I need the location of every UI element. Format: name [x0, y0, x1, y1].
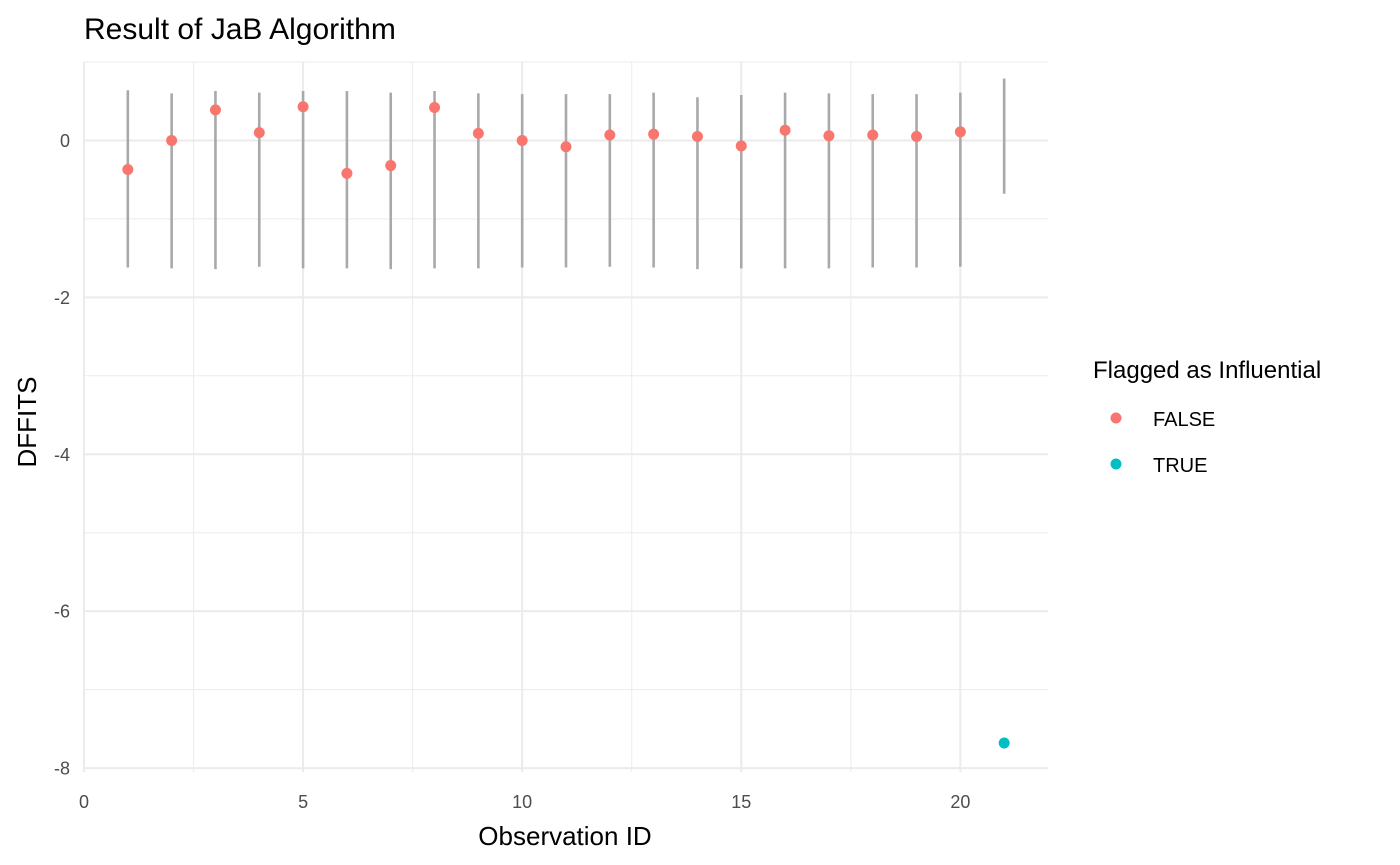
data-point [472, 127, 484, 139]
data-point [429, 102, 441, 114]
x-tick-label: 0 [79, 792, 89, 812]
x-axis-label: Observation ID [478, 821, 651, 851]
data-point [998, 737, 1010, 749]
chart-title: Result of JaB Algorithm [84, 13, 396, 46]
y-tick-label: -2 [54, 288, 70, 308]
data-point [297, 101, 309, 113]
x-tick-label: 20 [950, 792, 970, 812]
x-tick-label: 10 [512, 792, 532, 812]
interval-lines [126, 78, 1006, 270]
data-point [648, 128, 660, 140]
data-point [560, 141, 572, 153]
data-point [691, 131, 703, 143]
y-tick-label: -4 [54, 445, 70, 465]
y-tick-label: -8 [54, 759, 70, 779]
legend-marker-true [1110, 458, 1122, 470]
data-point [735, 140, 747, 152]
data-point [779, 124, 791, 136]
data-point [341, 167, 353, 179]
data-point [823, 130, 835, 142]
data-point [385, 160, 397, 172]
data-point [867, 129, 879, 141]
y-tick-label: -6 [54, 602, 70, 622]
data-point [209, 104, 221, 116]
y-tick-label: 0 [60, 131, 70, 151]
x-tick-label: 15 [731, 792, 751, 812]
data-point [166, 134, 178, 146]
x-axis-ticks: 0 5 10 15 20 [79, 792, 970, 812]
x-tick-label: 5 [298, 792, 308, 812]
legend-title: Flagged as Influential [1093, 357, 1321, 384]
data-point [253, 127, 265, 139]
legend-marker-false [1110, 412, 1122, 424]
legend-label-false: FALSE [1153, 409, 1215, 431]
data-point [954, 126, 966, 138]
y-axis-ticks: -8 -6 -4 -2 0 [54, 131, 70, 779]
data-point [516, 134, 528, 146]
data-point [122, 163, 134, 175]
data-point [911, 131, 923, 143]
legend-label-true: TRUE [1153, 455, 1207, 477]
data-point [604, 129, 616, 141]
legend: Flagged as Influential FALSE TRUE [1093, 357, 1321, 477]
data-points [122, 101, 1010, 749]
y-axis-label: DFFITS [12, 377, 42, 468]
